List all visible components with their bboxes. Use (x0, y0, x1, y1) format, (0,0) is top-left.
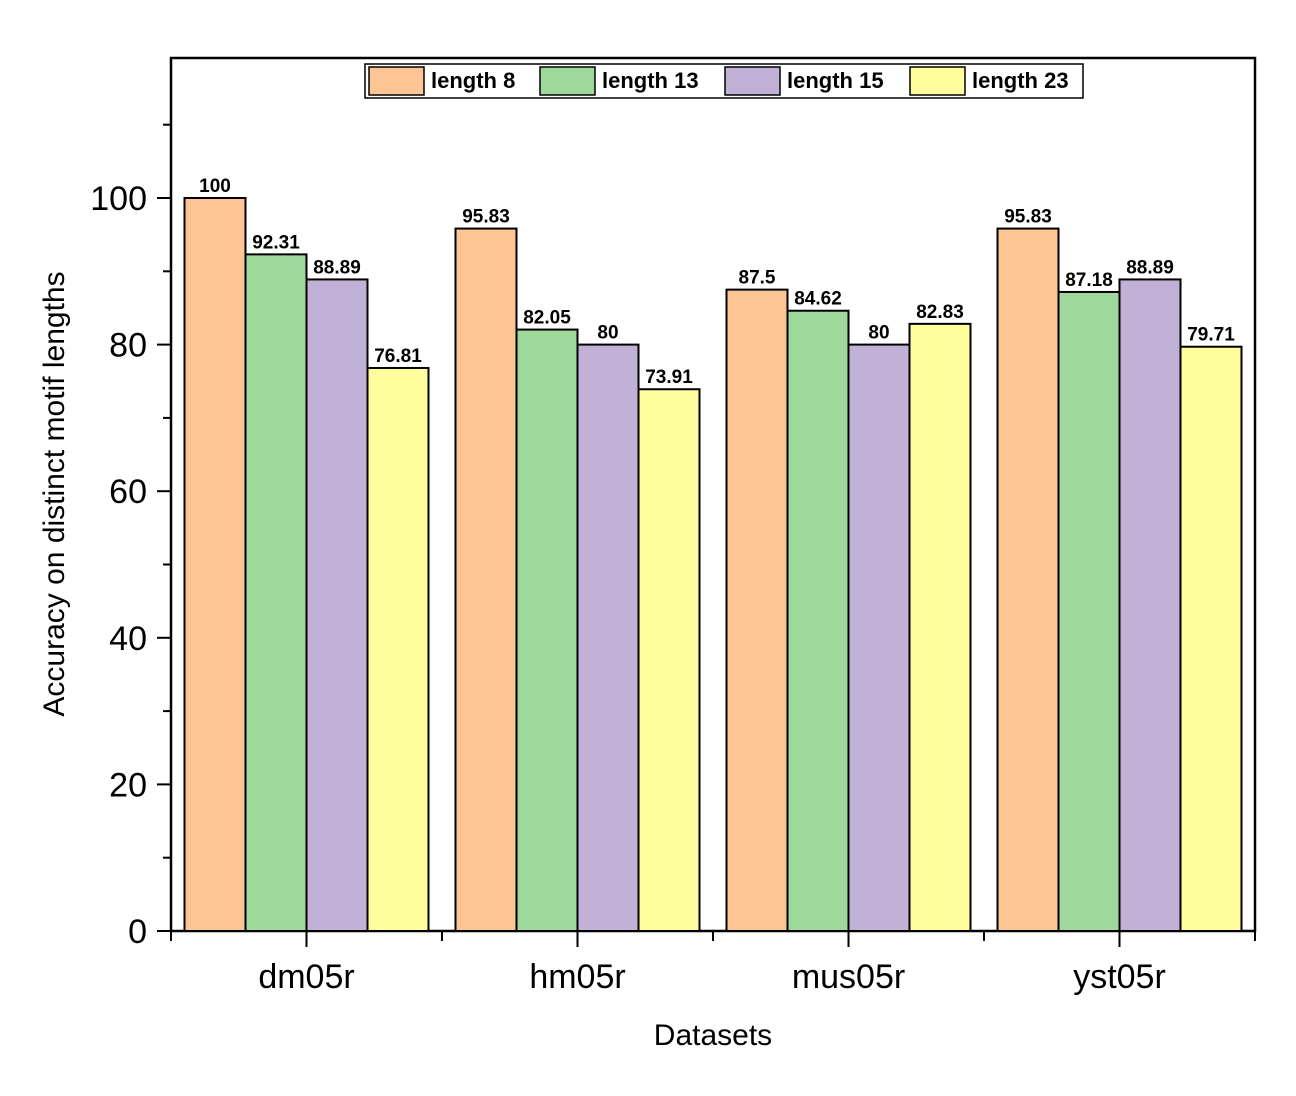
bar (576, 343, 640, 933)
y-tick-label: 0 (128, 913, 147, 951)
legend-swatch (724, 66, 781, 96)
data-label: 84.62 (794, 289, 842, 310)
legend: length 8 length 13 length 15 length 23 (364, 63, 1084, 99)
bar (637, 388, 701, 932)
data-label: 80 (868, 323, 889, 344)
legend-swatch (539, 66, 596, 96)
bars-layer: 100 92.31 88.89 76.81 95.83 82.05 80 73.91 87.5 8… (183, 176, 1243, 933)
legend-label: length 15 (787, 68, 884, 93)
legend-label: length 23 (972, 68, 1069, 93)
data-label: 88.89 (313, 257, 361, 278)
data-label: 100 (199, 176, 231, 197)
data-label: 79.71 (1187, 325, 1235, 346)
data-label: 92.31 (252, 232, 300, 253)
y-axis-title: Accuracy on distinct motif lengths (38, 271, 71, 716)
bar (725, 288, 789, 932)
bar (1118, 278, 1182, 933)
bar (305, 278, 369, 933)
x-tick-label: mus05r (792, 958, 905, 996)
data-label: 88.89 (1126, 257, 1174, 278)
data-label: 80 (597, 323, 618, 344)
legend-swatch (368, 66, 425, 96)
x-axis-title: Datasets (654, 1019, 772, 1052)
data-label: 87.5 (739, 268, 776, 289)
bar (515, 328, 579, 932)
x-tick-label: hm05r (529, 958, 625, 996)
x-tick-label: dm05r (258, 958, 354, 996)
axes-layer: 0 20 40 60 80 100 dm05r hm05r mus05r yst05r (90, 123, 1256, 996)
bar (454, 227, 518, 932)
data-label: 95.83 (462, 207, 510, 228)
y-tick-label: 100 (90, 180, 147, 218)
bar (996, 227, 1060, 932)
data-label: 95.83 (1004, 207, 1052, 228)
x-tick-label: yst05r (1073, 958, 1166, 996)
bar (908, 322, 972, 933)
y-tick-label: 20 (109, 766, 147, 804)
data-label: 82.05 (523, 308, 571, 329)
bar (366, 366, 430, 932)
bar (1057, 290, 1121, 933)
bar (786, 309, 850, 932)
legend-swatch (909, 66, 966, 96)
bar (1179, 345, 1243, 932)
data-label: 73.91 (645, 367, 693, 388)
data-label: 87.18 (1065, 270, 1113, 291)
y-tick-label: 40 (109, 620, 147, 658)
data-label: 76.81 (374, 346, 422, 367)
legend-label: length 13 (602, 68, 699, 93)
y-tick-label: 80 (109, 327, 147, 365)
bar (847, 343, 911, 933)
legend-label: length 8 (431, 68, 515, 93)
data-label: 82.83 (916, 302, 964, 323)
bar (244, 253, 308, 933)
y-tick-label: 60 (109, 473, 147, 511)
bar (183, 197, 247, 932)
